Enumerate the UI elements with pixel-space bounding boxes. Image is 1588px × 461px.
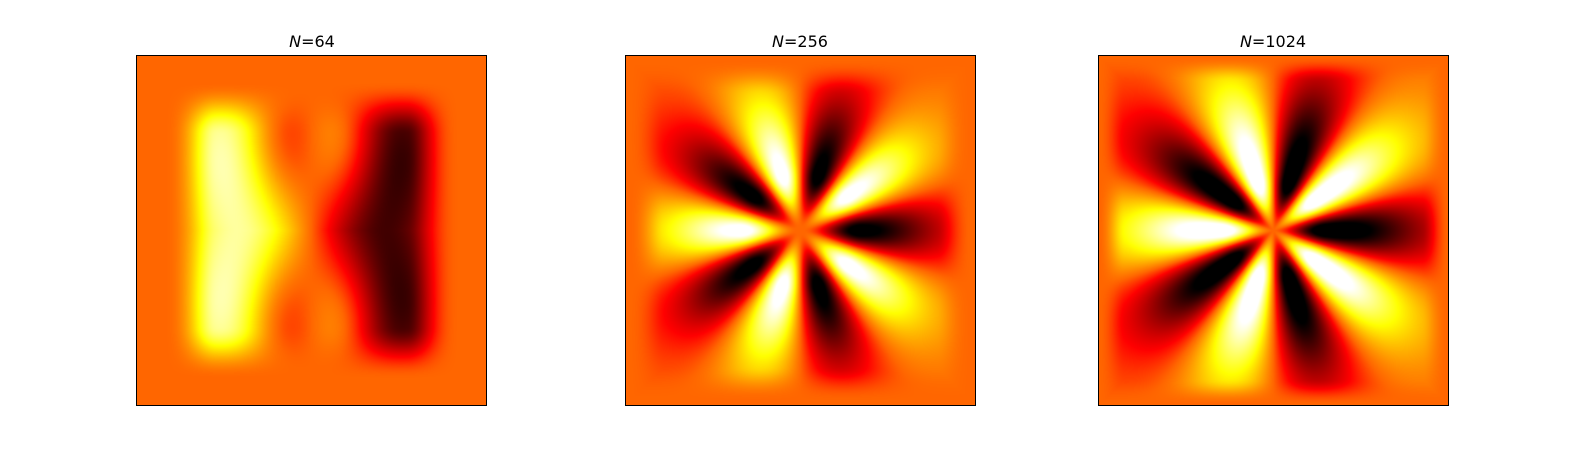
panel-title-n64: N=64 (289, 32, 335, 51)
panel-title-var: N (289, 32, 301, 51)
panel-frame-n64 (136, 55, 487, 406)
heatmap-n64-container (136, 55, 487, 406)
panel-title-value: 256 (797, 32, 828, 51)
panel-title-eq: = (784, 32, 797, 51)
panel-title-eq: = (301, 32, 314, 51)
panel-title-var: N (1240, 32, 1252, 51)
heatmap-n256 (625, 55, 976, 406)
panel-frame-n1024 (1098, 55, 1449, 406)
panel-title-n256: N=256 (772, 32, 828, 51)
panel-n1024: N=1024 (1098, 32, 1449, 406)
panel-title-eq: = (1252, 32, 1265, 51)
panel-title-value: 1024 (1265, 32, 1306, 51)
panel-n64: N=64 (136, 32, 487, 406)
heatmap-n1024 (1098, 55, 1449, 406)
heatmap-n64 (136, 55, 487, 406)
panel-n256: N=256 (625, 32, 976, 406)
heatmap-n1024-container (1098, 55, 1449, 406)
panel-frame-n256 (625, 55, 976, 406)
panel-title-value: 64 (315, 32, 335, 51)
heatmap-n256-container (625, 55, 976, 406)
panel-title-n1024: N=1024 (1240, 32, 1306, 51)
panel-title-var: N (772, 32, 784, 51)
